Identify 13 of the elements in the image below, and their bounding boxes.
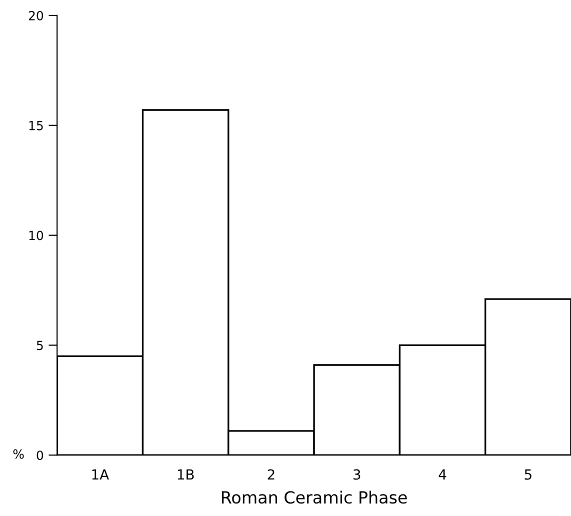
y-tick-label: 15 [29,121,43,130]
y-axis-title: % [13,449,24,459]
x-tick-label: 5 [524,469,532,480]
y-tick-label: 5 [36,340,43,350]
x-tick-label: 1B [178,469,194,480]
x-tick-label: 3 [354,469,360,480]
y-tick-label: 0 [36,450,44,460]
y-tick-label: 20 [28,10,44,20]
y-tick-label: 10 [29,230,44,240]
x-tick-label: 2 [268,469,274,480]
x-tick-label: 4 [438,469,446,480]
x-tick-label: 1A [92,469,109,480]
x-axis-title: Roman Ceramic Phase [222,490,407,504]
